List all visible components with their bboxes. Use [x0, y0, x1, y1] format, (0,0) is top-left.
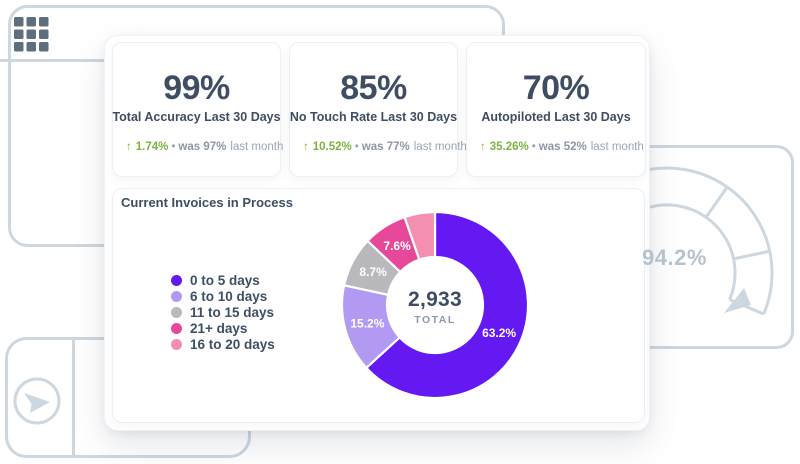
slice-data-label: 63.2% — [482, 326, 516, 340]
kpi-value: 85% — [340, 69, 407, 107]
gauge-needle-icon — [724, 288, 751, 313]
donut-slice-16-to-20-days[interactable] — [403, 210, 437, 262]
kpi-delta: ↑ 10.52% • was 77% last month — [290, 141, 467, 153]
legend-item-0-to-5-days[interactable]: 0 to 5 days — [171, 273, 275, 289]
kpi-value: 99% — [163, 69, 230, 107]
legend-label: 11 to 15 days — [190, 304, 275, 320]
invoices-donut-chart: 63.2% 15.2% 8.7% 7.6% — [340, 210, 530, 400]
kpi-delta: ↑ 35.26% • was 52% last month — [467, 141, 644, 153]
previous-value: was 97% — [178, 141, 227, 153]
up-arrow-icon: ↑ — [126, 141, 132, 153]
kpi-value: 70% — [522, 69, 590, 107]
slice-data-label: 8.7% — [359, 265, 387, 279]
up-arrow-icon: ↑ — [480, 141, 486, 153]
send-icon — [24, 393, 50, 413]
donut-legend: 0 to 5 days 6 to 10 days 11 to 15 days 21+ … — [171, 273, 275, 352]
legend-dot — [171, 306, 182, 318]
kpi-label: No Touch Rate Last 30 Days — [289, 110, 458, 124]
legend-item-6-to-10-days[interactable]: 6 to 10 days — [171, 289, 275, 305]
legend-dot — [171, 275, 182, 287]
slice-data-label: 15.2% — [350, 316, 384, 330]
kpi-label: Autopiloted Last 30 Days — [481, 110, 631, 124]
delta-percent: 35.26% — [489, 141, 529, 153]
gauge-value: 94.2% — [642, 245, 707, 270]
gauge-divider-1 — [704, 186, 729, 219]
donut-slice-0-to-5-days[interactable] — [364, 210, 530, 400]
slice-data-label: 7.6% — [383, 239, 411, 253]
period-label: last month — [590, 141, 644, 153]
legend-label: 0 to 5 days — [190, 273, 260, 289]
legend-dot — [171, 291, 182, 303]
legend-label: 6 to 10 days — [190, 289, 268, 305]
legend-label: 21+ days — [190, 320, 248, 336]
period-label: last month — [230, 141, 284, 153]
legend-item-21-days[interactable]: 21+ days — [171, 320, 275, 336]
legend-dot — [171, 338, 182, 350]
legend-item-16-to-20-days[interactable]: 16 to 20 days — [171, 336, 275, 352]
invoices-total-label: TOTAL — [414, 314, 456, 326]
bullet-separator: • — [354, 141, 359, 153]
kpi-card-total-accuracy: 99% Total Accuracy Last 30 Days ↑ 1.74% • w… — [112, 42, 283, 177]
legend-dot — [171, 322, 182, 334]
kpi-delta: ↑ 1.74% • was 97% last month — [113, 141, 283, 153]
grid-icon — [14, 17, 49, 52]
previous-value: was 52% — [538, 141, 587, 153]
bullet-separator: • — [531, 141, 536, 153]
kpi-card-no-touch-rate: 85% No Touch Rate Last 30 Days ↑ 10.52% • w… — [289, 42, 467, 177]
kpi-label: Total Accuracy Last 30 Days — [112, 110, 281, 124]
legend-label: 16 to 20 days — [190, 336, 275, 352]
gauge-divider-2 — [733, 249, 771, 261]
invoices-section-title: Current Invoices in Process — [121, 195, 293, 210]
delta-percent: 1.74% — [135, 141, 169, 153]
send-icon-circle — [13, 377, 61, 425]
donut-center: 2,933 TOTAL — [385, 288, 485, 326]
kpi-card-autopiloted: 70% Autopiloted Last 30 Days ↑ 35.26% • was… — [466, 42, 646, 177]
previous-value: was 77% — [361, 141, 410, 153]
period-label: last month — [413, 141, 467, 153]
invoices-total-value: 2,933 — [407, 288, 463, 311]
legend-item-11-to-15-days[interactable]: 11 to 15 days — [171, 305, 275, 321]
up-arrow-icon: ↑ — [303, 141, 309, 153]
bullet-separator: • — [171, 141, 176, 153]
delta-percent: 10.52% — [312, 141, 352, 153]
